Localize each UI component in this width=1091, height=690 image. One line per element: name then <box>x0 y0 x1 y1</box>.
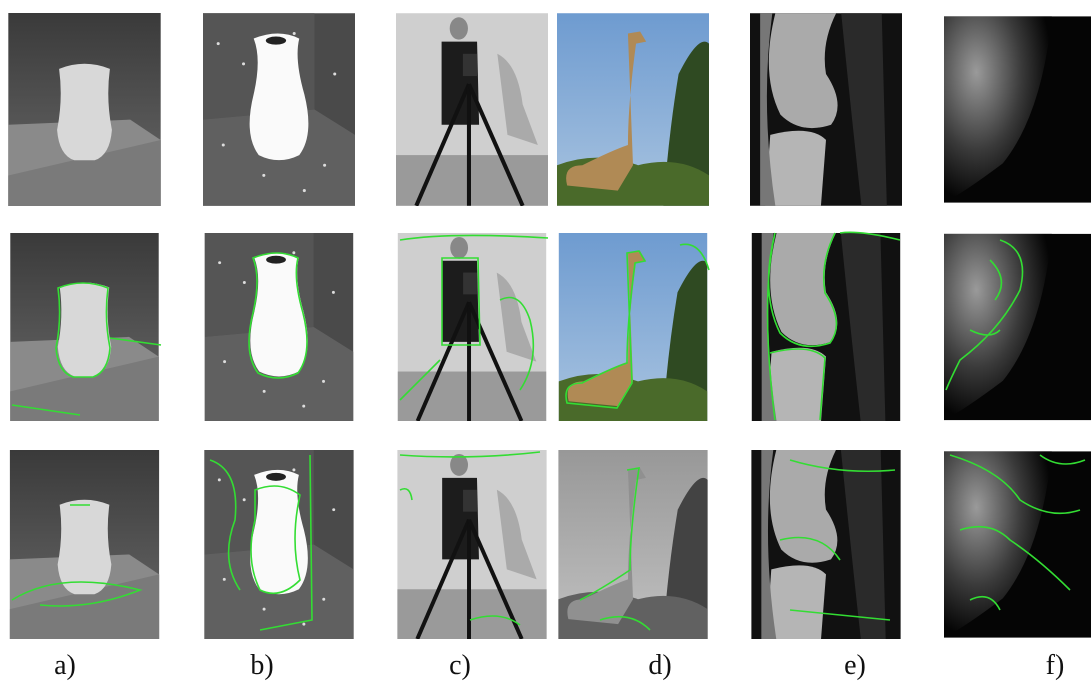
image <box>750 13 902 206</box>
image <box>8 13 160 206</box>
image-row-segmented <box>10 232 1091 421</box>
image <box>559 233 707 421</box>
panel-labels: a) b) c) d) e) f) <box>54 650 1064 681</box>
image <box>203 13 355 206</box>
image <box>398 233 546 421</box>
image <box>944 234 1091 420</box>
image-row-original <box>8 13 1091 206</box>
panel-label: d) <box>648 650 671 681</box>
image-row-baseline <box>10 450 1091 639</box>
image <box>10 233 158 421</box>
panel-label: e) <box>844 650 866 681</box>
panel-label: c) <box>449 650 471 681</box>
image <box>10 450 159 639</box>
image <box>396 13 548 206</box>
panel-label: b) <box>250 650 273 681</box>
panel-label: a) <box>54 650 76 681</box>
figure: a) b) c) d) e) f) <box>0 0 1091 690</box>
image <box>944 16 1091 202</box>
image <box>557 13 709 206</box>
panel-label: f) <box>1046 650 1065 681</box>
image <box>205 233 353 421</box>
image <box>397 450 546 639</box>
image <box>204 450 353 639</box>
image <box>558 450 707 639</box>
